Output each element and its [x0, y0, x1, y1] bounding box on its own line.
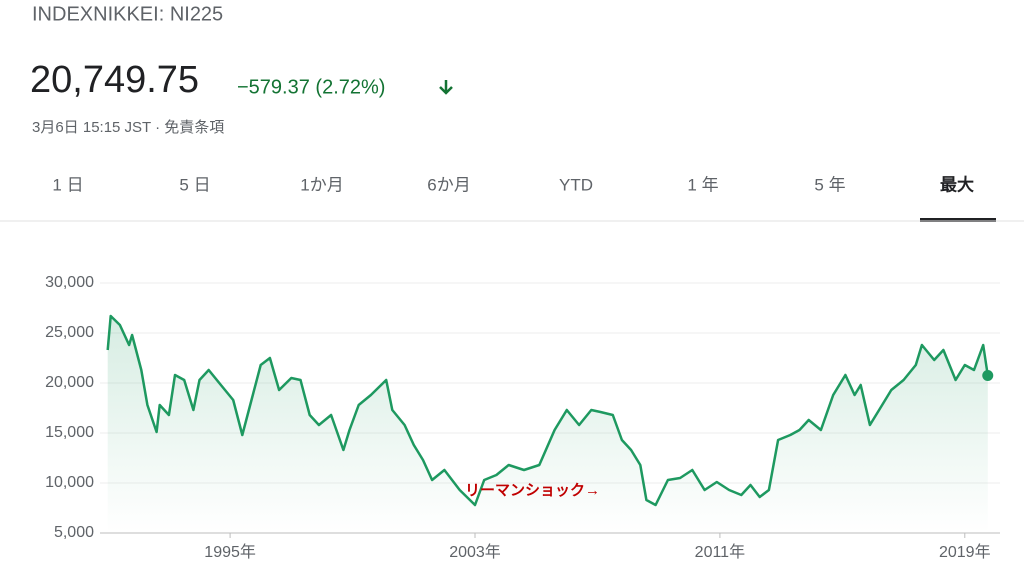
- tab[interactable]: YTD: [559, 175, 593, 194]
- tab[interactable]: 1 日: [52, 175, 83, 194]
- x-tick-label: 2019年: [939, 543, 991, 561]
- y-tick-label: 10,000: [45, 474, 94, 491]
- tab[interactable]: 最大: [940, 174, 974, 194]
- area-fill: [107, 316, 988, 533]
- ticker-title: INDEXNIKKEI: NI225: [32, 3, 223, 25]
- chart: 5,000 10,000 15,000 20,000 25,000 30,000 1995年…: [45, 274, 1000, 561]
- timestamp: 3月6日 15:15 JST · 免責条項: [32, 119, 224, 136]
- tab-indicator: [920, 218, 996, 222]
- y-tick-label: 20,000: [45, 374, 94, 391]
- last-point: [982, 370, 994, 382]
- down-arrow: [439, 80, 453, 95]
- tab[interactable]: 1か月: [300, 175, 343, 194]
- price-line: [106, 314, 990, 507]
- y-tick-label: 15,000: [45, 424, 94, 441]
- price-change: −579.37 (2.72%): [237, 76, 385, 98]
- tab[interactable]: 5 年: [814, 175, 845, 194]
- tab[interactable]: 6か月: [427, 175, 470, 194]
- annotation: リーマンショック→: [465, 482, 600, 499]
- x-tick-label: 2003年: [449, 543, 501, 561]
- x-tick-label: 2011年: [695, 543, 745, 561]
- x-tick-label: 1995年: [204, 543, 256, 561]
- price: 20,749.75: [30, 59, 199, 101]
- y-tick-label: 25,000: [45, 324, 94, 341]
- tab[interactable]: 1 年: [687, 175, 718, 194]
- tab[interactable]: 5 日: [179, 175, 210, 194]
- y-tick-label: 30,000: [45, 274, 94, 291]
- tab-bar: 1 日 5 日 1か月 6か月 YTD 1 年 5 年 最大: [52, 174, 996, 222]
- y-tick-label: 5,000: [54, 524, 94, 541]
